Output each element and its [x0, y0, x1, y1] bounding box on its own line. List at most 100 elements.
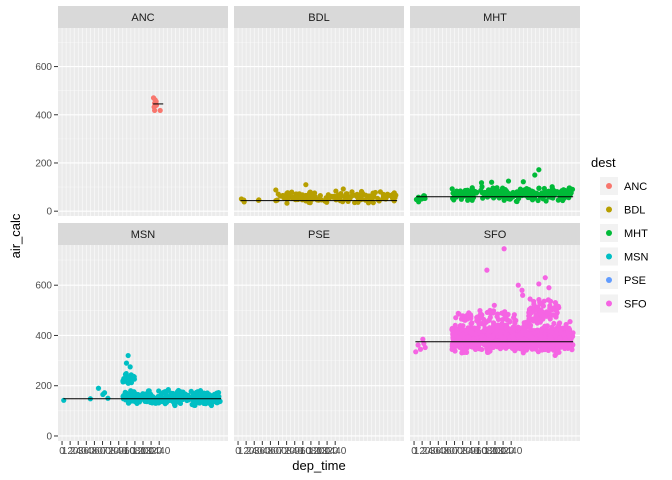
data-point [471, 336, 476, 341]
data-point [549, 326, 554, 331]
x-tick-label: 1440 [324, 446, 347, 457]
data-point [484, 268, 489, 273]
data-point [542, 347, 547, 352]
data-point [175, 389, 180, 394]
data-point [123, 390, 128, 395]
legend-swatch [606, 183, 612, 189]
facet-label: MHT [483, 12, 507, 24]
legend-swatch [606, 230, 612, 236]
data-point [527, 310, 532, 315]
legend-label: ANC [624, 181, 647, 193]
data-point [555, 190, 560, 195]
data-point [152, 108, 157, 113]
data-point [460, 323, 465, 328]
data-point [554, 331, 559, 336]
legend-label: BDL [624, 205, 645, 217]
data-point [535, 198, 540, 203]
data-point [528, 325, 533, 330]
y-axis-title: air_calc [8, 213, 23, 258]
data-point [126, 353, 131, 358]
data-point [542, 189, 547, 194]
data-point [479, 347, 484, 352]
data-point [191, 391, 196, 396]
data-point [485, 350, 490, 355]
data-point [543, 198, 548, 203]
data-point [298, 195, 303, 200]
data-point [527, 296, 532, 301]
legend-label: PSE [624, 275, 646, 287]
y-tick-label: 600 [35, 62, 52, 73]
data-point [392, 194, 397, 199]
y-tick-label: 0 [46, 431, 52, 442]
data-point [357, 194, 362, 199]
data-point [180, 397, 185, 402]
legend-swatch [606, 277, 612, 283]
data-point [468, 344, 473, 349]
data-point [565, 346, 570, 351]
data-point [536, 167, 541, 172]
data-point [507, 318, 512, 323]
data-point [283, 196, 288, 201]
data-point [494, 314, 499, 319]
data-point [520, 293, 525, 298]
legend-swatch [606, 254, 612, 260]
data-point [102, 390, 107, 395]
data-point [204, 391, 209, 396]
facet-panel-sfo: SFO0120240360480600720840960108012001320… [410, 223, 580, 457]
data-point [256, 197, 261, 202]
data-point [538, 335, 543, 340]
data-point [469, 320, 474, 325]
data-point [460, 332, 465, 337]
data-point [453, 333, 458, 338]
data-point [470, 198, 475, 203]
data-point [273, 187, 278, 192]
data-point [486, 327, 491, 332]
facet-panel-anc: ANC 0 200 400 600 [35, 6, 228, 218]
data-point [190, 402, 195, 407]
data-point [327, 195, 332, 200]
data-point [341, 186, 346, 191]
y-tick-label: 200 [35, 158, 52, 169]
data-point [512, 312, 517, 317]
y-tick-label: 400 [35, 110, 52, 121]
data-point [553, 312, 558, 317]
data-point [466, 335, 471, 340]
data-point [476, 342, 481, 347]
data-point [453, 323, 458, 328]
legend-swatch [606, 207, 612, 213]
data-point [143, 391, 148, 396]
data-point [512, 348, 517, 353]
facet-label: BDL [308, 12, 329, 24]
data-point [160, 396, 165, 401]
data-point [551, 321, 556, 326]
data-point [502, 246, 507, 251]
data-point [502, 198, 507, 203]
data-point [453, 344, 458, 349]
data-point [494, 343, 499, 348]
data-point [492, 303, 497, 308]
data-point [162, 389, 167, 394]
data-point [470, 185, 475, 190]
legend-label: MSN [624, 252, 649, 264]
data-point [550, 184, 555, 189]
data-point [563, 191, 568, 196]
data-point [534, 316, 539, 321]
data-point [154, 103, 159, 108]
data-point [543, 275, 548, 280]
facet-label: MSN [131, 229, 156, 241]
data-point [96, 386, 101, 391]
y-tick-label: 200 [35, 381, 52, 392]
data-point [127, 396, 132, 401]
data-point [486, 318, 491, 323]
data-point [529, 335, 534, 340]
data-point [561, 340, 566, 345]
data-point [340, 199, 345, 204]
data-point [508, 195, 513, 200]
data-point [306, 194, 311, 199]
data-point [338, 191, 343, 196]
data-point [504, 314, 509, 319]
data-point [456, 193, 461, 198]
data-point [151, 395, 156, 400]
data-point [500, 186, 505, 191]
data-point [555, 347, 560, 352]
